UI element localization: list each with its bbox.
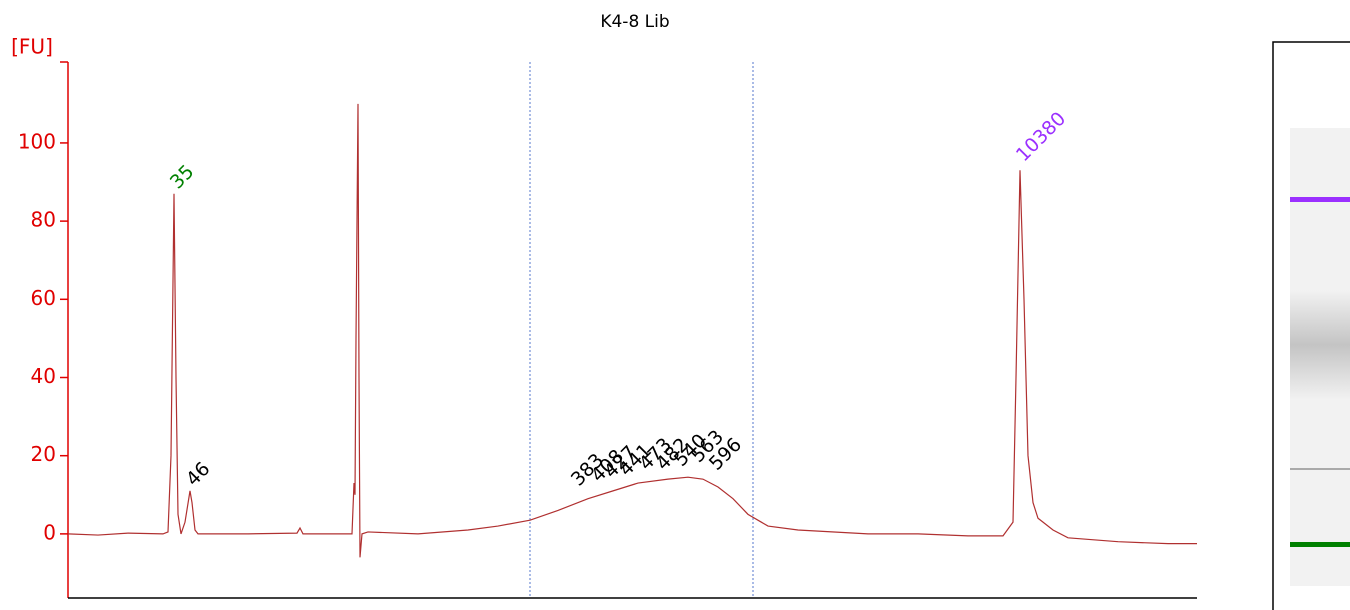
gel-lane — [1272, 41, 1350, 610]
gel-smear — [1290, 290, 1350, 400]
gel-band — [1290, 542, 1350, 547]
y-tick-label: 40 — [31, 364, 56, 388]
gel-band — [1290, 468, 1350, 470]
y-tick-label: 80 — [31, 208, 56, 232]
peak-label: 46 — [182, 458, 215, 491]
peak-label: 35 — [166, 161, 199, 194]
y-tick-label: 20 — [31, 442, 56, 466]
chart-title: K4-8 Lib — [600, 12, 669, 32]
gel-band — [1290, 197, 1350, 202]
y-tick-label: 60 — [31, 286, 56, 310]
peak-label: 10380 — [1012, 108, 1070, 166]
y-axis-label: [FU] — [11, 35, 53, 59]
y-tick-label: 100 — [18, 129, 56, 153]
trace — [67, 103, 1197, 558]
y-tick-label: 0 — [43, 520, 56, 544]
